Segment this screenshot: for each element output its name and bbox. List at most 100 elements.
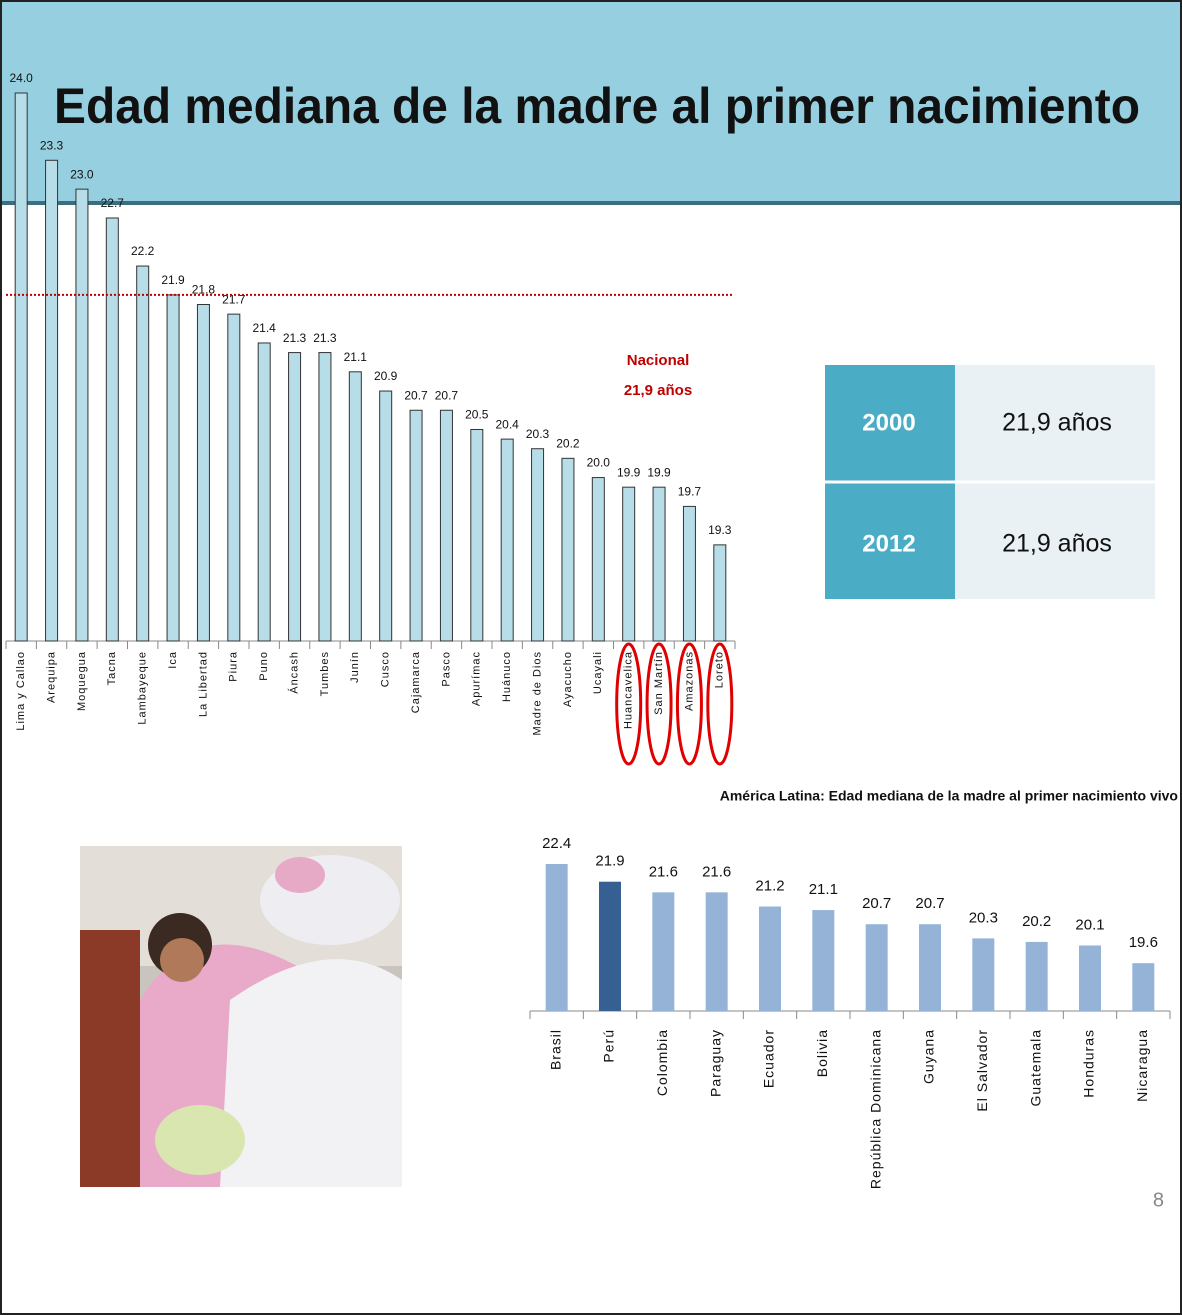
x-tick-label: Áncash	[287, 651, 300, 694]
x-tick-label: Guatemala	[1027, 1029, 1043, 1106]
value-label: 20.0	[587, 456, 611, 470]
x-tick-label: Moquegua	[76, 651, 88, 711]
bar	[683, 506, 695, 641]
value-label: 21.2	[755, 877, 784, 894]
x-tick-label: Honduras	[1081, 1029, 1097, 1098]
value-label: 20.3	[526, 427, 550, 441]
value-label: 19.3	[708, 523, 732, 537]
value-label: 19.6	[1129, 934, 1158, 951]
bar	[623, 487, 635, 641]
bar	[15, 93, 27, 641]
chart-title: América Latina: Edad mediana de la madre…	[720, 788, 1178, 804]
value-label: 19.9	[617, 465, 641, 479]
bar	[137, 266, 149, 641]
bar	[759, 907, 781, 1011]
x-tick-label: Bolivia	[814, 1029, 830, 1077]
reference-label: Nacional	[627, 352, 690, 369]
x-tick-label: El Salvador	[974, 1029, 990, 1112]
bar	[410, 410, 422, 641]
table-value: 21,9 años	[1002, 530, 1112, 558]
bar	[46, 160, 58, 641]
value-label: 21.1	[344, 350, 368, 364]
bar	[440, 410, 452, 641]
bar	[106, 218, 118, 641]
value-label: 20.5	[465, 408, 489, 422]
x-tick-label: Pasco	[440, 651, 452, 687]
bar	[706, 892, 728, 1011]
value-label: 22.2	[131, 244, 155, 258]
value-label: 22.7	[101, 196, 125, 210]
x-tick-label: San Martín	[653, 651, 665, 715]
bar	[289, 353, 301, 641]
x-tick-label: Lima y Callao	[15, 651, 27, 731]
value-label: 20.2	[556, 437, 580, 451]
x-tick-label: Guyana	[921, 1029, 937, 1084]
x-tick-label: Cajamarca	[410, 651, 422, 713]
value-label: 20.3	[969, 909, 998, 926]
bar	[652, 892, 674, 1011]
x-tick-label: Apurímac	[471, 651, 483, 706]
bar	[197, 305, 209, 641]
slide-title: Edad mediana de la madre al primer nacim…	[54, 78, 1140, 134]
bar	[546, 864, 568, 1011]
value-label: 21.4	[253, 321, 277, 335]
bar	[532, 449, 544, 641]
bar	[349, 372, 361, 641]
value-label: 21.6	[702, 863, 731, 880]
photo	[80, 846, 402, 1187]
bar	[1132, 963, 1154, 1011]
value-label: 22.4	[542, 835, 571, 852]
x-tick-label: Tumbes	[319, 651, 331, 696]
value-label: 19.7	[678, 485, 702, 499]
bar	[812, 910, 834, 1011]
x-tick-label: Arequipa	[45, 651, 57, 703]
value-label: 21.3	[283, 331, 307, 345]
slide: Edad mediana de la madre al primer nacim…	[0, 0, 1182, 1315]
x-tick-label: Puno	[258, 651, 270, 681]
x-tick-label: Tacna	[106, 651, 118, 685]
x-tick-label: Brasil	[547, 1029, 563, 1070]
x-tick-label: Colombia	[654, 1029, 670, 1096]
value-label: 23.0	[70, 167, 94, 181]
bar	[380, 391, 392, 641]
x-tick-label: Perú	[601, 1029, 617, 1063]
bar	[319, 353, 331, 641]
value-label: 23.3	[40, 138, 64, 152]
x-tick-label: La Libertad	[197, 651, 209, 717]
x-tick-label: Loreto	[714, 651, 726, 688]
x-tick-label: Huancavelica	[623, 651, 635, 729]
x-tick-label: Cusco	[380, 651, 392, 687]
value-label: 21.1	[809, 881, 838, 898]
page-number: 8	[1153, 1189, 1164, 1211]
x-tick-label: República Dominicana	[867, 1029, 883, 1189]
bar	[866, 924, 888, 1011]
bar	[1079, 945, 1101, 1011]
bar	[714, 545, 726, 641]
bar	[562, 458, 574, 641]
bar	[972, 938, 994, 1011]
reference-label: 21,9 años	[624, 382, 692, 399]
bar	[501, 439, 513, 641]
value-label: 21.9	[595, 853, 624, 870]
x-tick-label: Ecuador	[761, 1029, 777, 1088]
table-year: 2000	[862, 409, 915, 436]
bar	[258, 343, 270, 641]
value-label: 21.9	[161, 273, 185, 287]
x-tick-label: Paraguay	[707, 1029, 723, 1097]
bar	[471, 429, 483, 641]
x-tick-label: Junín	[349, 651, 361, 683]
value-label: 24.0	[10, 71, 34, 85]
value-label: 20.9	[374, 369, 398, 383]
table-year: 2012	[862, 530, 915, 557]
x-tick-label: Piura	[228, 651, 240, 682]
x-tick-label: Amazonas	[683, 651, 695, 711]
x-tick-label: Ica	[167, 651, 179, 669]
bar	[228, 314, 240, 641]
value-label: 19.9	[647, 465, 671, 479]
value-label: 20.2	[1022, 913, 1051, 930]
x-tick-label: Ucayali	[592, 651, 604, 694]
value-label: 20.7	[915, 895, 944, 912]
bar	[599, 882, 621, 1011]
bar	[592, 478, 604, 641]
bar	[76, 189, 88, 641]
